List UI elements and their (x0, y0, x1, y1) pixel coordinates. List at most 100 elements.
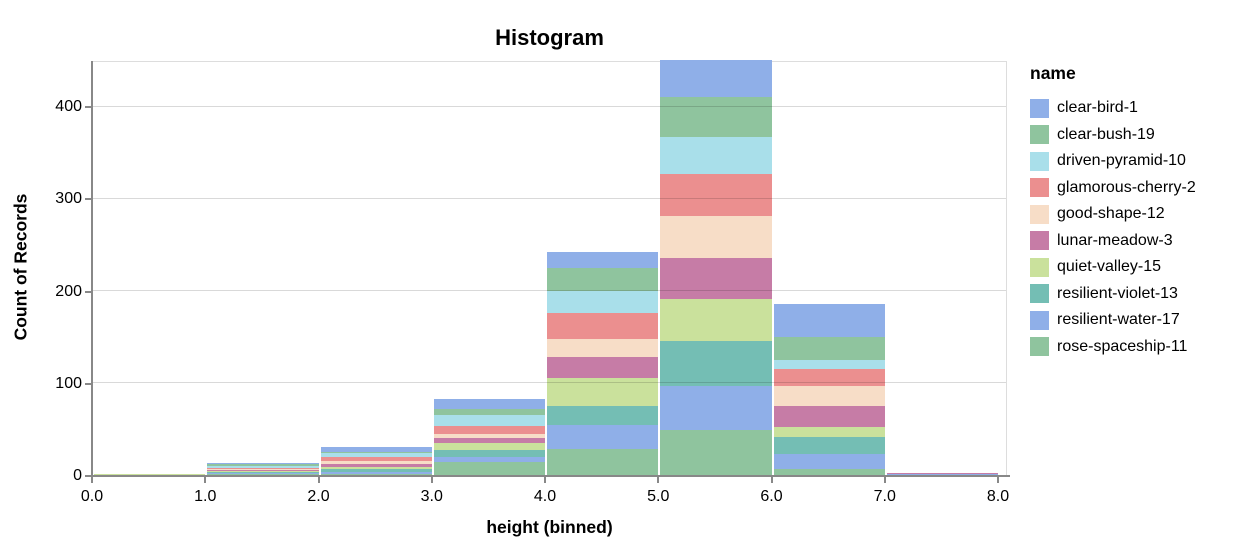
y-tick-label: 100 (55, 374, 82, 392)
y-tick-label: 400 (55, 98, 82, 116)
y-tick-label: 0 (73, 467, 82, 484)
bar-segment (207, 469, 319, 471)
legend-swatch (1030, 284, 1049, 304)
bar-segment (433, 399, 545, 409)
bar-segment (886, 474, 998, 475)
bar-segment (320, 472, 432, 475)
x-tick-label: 2.0 (307, 488, 330, 505)
legend-item-label: rose-spaceship-11 (1057, 337, 1188, 355)
y-tick-label: 300 (55, 190, 82, 208)
y-tick-mark (85, 106, 91, 109)
bar-segment (547, 312, 659, 339)
legend-item: good-shape-12 (1030, 201, 1196, 228)
x-tick-mark (317, 477, 320, 483)
bar-segment (660, 215, 772, 259)
x-tick-label: 7.0 (873, 488, 896, 505)
legend-items: clear-bird-1 clear-bush-19 driven-pyramid-… (1030, 95, 1196, 360)
bar-segment (433, 415, 545, 427)
legend-item: clear-bird-1 (1030, 95, 1196, 122)
bar-segment (207, 463, 319, 464)
x-axis-title: height (binned) (486, 517, 613, 537)
y-tick-mark (85, 475, 91, 477)
bar-segment (773, 453, 885, 469)
legend-swatch (1030, 231, 1049, 251)
bar-segment (773, 359, 885, 369)
x-tick-label: 1.0 (194, 488, 217, 505)
bar-segment (547, 338, 659, 357)
legend-swatch (1030, 257, 1049, 277)
bar-segment (320, 469, 432, 473)
legend-item: driven-pyramid-10 (1030, 148, 1196, 175)
bar-segment (433, 426, 545, 434)
bar-segment (547, 405, 659, 426)
bar-segment (207, 463, 319, 466)
bar-segment (320, 457, 432, 462)
y-gridline (93, 382, 1006, 384)
bar-segment (886, 473, 998, 475)
bar-segment (320, 451, 432, 453)
bar-segment (773, 427, 885, 438)
legend-swatch (1030, 98, 1049, 118)
x-tick-mark (657, 477, 660, 483)
legend-item-label: good-shape-12 (1057, 205, 1165, 223)
bar-segment (320, 447, 432, 452)
bar-segment (773, 336, 885, 360)
legend-item-label: resilient-violet-13 (1057, 284, 1178, 302)
bar-segment (547, 425, 659, 450)
legend-item: glamorous-cherry-2 (1030, 175, 1196, 202)
bar-segment (433, 433, 545, 439)
legend-item: clear-bush-19 (1030, 122, 1196, 149)
legend-swatch (1030, 310, 1049, 330)
y-tick-mark (85, 290, 91, 293)
legend-item-label: clear-bush-19 (1057, 125, 1155, 143)
x-axis-domain-line (88, 475, 1010, 477)
x-tick-label: 3.0 (420, 488, 443, 505)
bar-segment (660, 96, 772, 137)
bar-segment (207, 467, 319, 470)
bar-segment (773, 468, 885, 475)
legend-swatch (1030, 204, 1049, 224)
y-gridline (93, 105, 1006, 107)
bar-segment (660, 174, 772, 216)
legend-item: quiet-valley-15 (1030, 254, 1196, 281)
bar-segment (547, 251, 659, 269)
bar-segment (433, 442, 545, 451)
bar-segment (660, 60, 772, 97)
bar-segment (660, 298, 772, 342)
legend-item-label: quiet-valley-15 (1057, 258, 1162, 276)
legend-item: rose-spaceship-11 (1030, 334, 1196, 361)
legend-item: resilient-water-17 (1030, 307, 1196, 334)
legend-swatch (1030, 178, 1049, 198)
x-tick-mark (997, 477, 999, 483)
bar-segment (433, 438, 545, 443)
x-tick-mark (544, 477, 546, 483)
bar-segment (433, 462, 545, 475)
bar-segment (320, 466, 432, 470)
bar-segment (547, 268, 659, 291)
bar-segment (660, 429, 772, 475)
legend-swatch (1030, 151, 1049, 171)
bar-segment (433, 457, 545, 463)
plot-area (92, 60, 1007, 476)
bar-segment (660, 258, 772, 299)
x-tick-mark (91, 477, 93, 483)
bar-segment (773, 405, 885, 428)
legend-item-label: clear-bird-1 (1057, 99, 1138, 117)
bar-segment (547, 356, 659, 379)
bar-segment (773, 304, 885, 337)
y-tick-label: 200 (55, 282, 82, 300)
bar-segment (207, 470, 319, 472)
y-tick-mark (85, 382, 91, 385)
legend-title: name (1030, 63, 1076, 83)
x-tick-label: 4.0 (533, 488, 557, 505)
bar-segment (547, 449, 659, 475)
y-gridline (93, 290, 1006, 292)
x-tick-label: 0.0 (80, 488, 104, 505)
x-tick-mark (770, 477, 773, 483)
y-gridline (93, 197, 1006, 199)
bar-segment (207, 472, 319, 474)
bar-segment (320, 452, 432, 458)
bar-segment (207, 473, 319, 475)
bar-segment (320, 474, 432, 475)
